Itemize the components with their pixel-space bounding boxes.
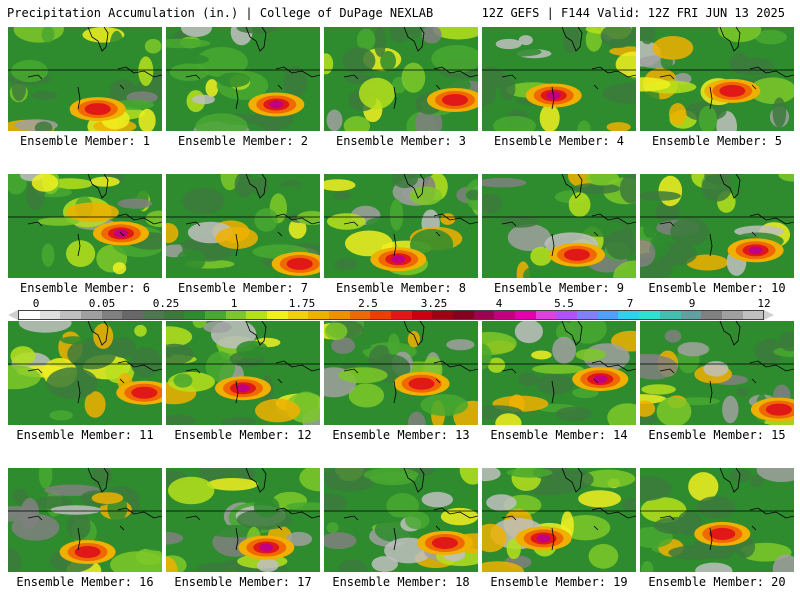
ensemble-member-label: Ensemble Member: 3 (335, 134, 467, 148)
colorbar-swatch (618, 311, 640, 319)
colorbar-swatch (101, 311, 123, 319)
colorbar-swatch (411, 311, 433, 319)
ensemble-member-label: Ensemble Member: 13 (332, 428, 470, 442)
colorbar-tick-label: 1 (230, 297, 238, 310)
colorbar-swatch (453, 311, 474, 319)
colorbar-swatch (19, 311, 40, 319)
colorbar-swatch (308, 311, 330, 319)
ensemble-member-label: Ensemble Member: 17 (174, 575, 312, 589)
colorbar-tick-label: 0.05 (88, 297, 116, 310)
ensemble-member-label: Ensemble Member: 2 (177, 134, 309, 148)
ensemble-map-panel (482, 321, 636, 425)
colorbar-swatch (205, 311, 226, 319)
colorbar-tick-label: 3.25 (420, 297, 448, 310)
colorbar-swatch (81, 311, 102, 319)
ensemble-map-panel (482, 468, 636, 572)
ensemble-map-panel (166, 27, 320, 131)
ensemble-member-label: Ensemble Member: 15 (648, 428, 786, 442)
colorbar-swatch (535, 311, 557, 319)
ensemble-member-label: Ensemble Member: 1 (19, 134, 151, 148)
ensemble-member-label: Ensemble Member: 16 (16, 575, 154, 589)
ensemble-member-label: Ensemble Member: 9 (493, 281, 625, 295)
colorbar-tick-label: 4 (495, 297, 503, 310)
colorbar-tick-label: 0 (32, 297, 40, 310)
colorbar-swatch (143, 311, 164, 319)
ensemble-map-panel (640, 321, 794, 425)
ensemble-member-label: Ensemble Member: 18 (332, 575, 470, 589)
colorbar-swatch (39, 311, 61, 319)
colorbar-swatch (246, 311, 268, 319)
colorbar-swatch (287, 311, 309, 319)
ensemble-member-label: Ensemble Member: 11 (16, 428, 154, 442)
colorbar-swatch (184, 311, 206, 319)
colorbar-swatch (659, 311, 681, 319)
colorbar-swatch (680, 311, 702, 319)
colorbar-tick-label: 0.25 (152, 297, 180, 310)
ensemble-map-panel (324, 174, 478, 278)
colorbar-swatch (225, 311, 247, 319)
colorbar-swatch (122, 311, 144, 319)
ensemble-member-label: Ensemble Member: 6 (19, 281, 151, 295)
ensemble-map-panel (8, 27, 162, 131)
ensemble-map-panel (640, 468, 794, 572)
colorbar-tick-label: 1.75 (288, 297, 316, 310)
colorbar-tick-label: 9 (688, 297, 696, 310)
ensemble-map-panel (8, 468, 162, 572)
ensemble-member-label: Ensemble Member: 4 (493, 134, 625, 148)
colorbar-swatch (515, 311, 536, 319)
colorbar-swatch (370, 311, 392, 319)
colorbar-swatch (349, 311, 371, 319)
ensemble-member-label: Ensemble Member: 7 (177, 281, 309, 295)
ensemble-member-label: Ensemble Member: 5 (651, 134, 783, 148)
colorbar-swatch (742, 311, 764, 319)
ensemble-map-panel (482, 27, 636, 131)
ensemble-map-panel (166, 321, 320, 425)
colorbar-swatch (597, 311, 619, 319)
ensemble-member-label: Ensemble Member: 20 (648, 575, 786, 589)
precip-colorbar: 0 0.05 0.25 1 1.75 2.5 3.25 4 5.5 7 9 12 (6, 297, 794, 320)
ensemble-map-panel (324, 27, 478, 131)
colorbar-swatch (267, 311, 288, 319)
ensemble-map-panel (324, 468, 478, 572)
ensemble-map-panel (640, 27, 794, 131)
ensemble-map-panel (482, 174, 636, 278)
ensemble-member-label: Ensemble Member: 19 (490, 575, 628, 589)
colorbar-swatch (163, 311, 185, 319)
colorbar-swatch (701, 311, 722, 319)
colorbar-left-arrow (8, 310, 18, 320)
ensemble-map-panel (8, 174, 162, 278)
map-title: Precipitation Accumulation (in.) | Colle… (7, 6, 434, 20)
ensemble-map-panel (640, 174, 794, 278)
colorbar-strip (18, 310, 764, 320)
ensemble-member-label: Ensemble Member: 12 (174, 428, 312, 442)
ensemble-map-panel (166, 468, 320, 572)
colorbar-swatch (577, 311, 598, 319)
ensemble-member-label: Ensemble Member: 8 (335, 281, 467, 295)
ensemble-map-panel (8, 321, 162, 425)
colorbar-swatch (556, 311, 578, 319)
colorbar-right-arrow (764, 310, 774, 320)
ensemble-member-label: Ensemble Member: 10 (648, 281, 786, 295)
run-info: 12Z GEFS | F144 Valid: 12Z FRI JUN 13 20… (481, 6, 785, 20)
colorbar-swatch (473, 311, 495, 319)
ensemble-map-panel (166, 174, 320, 278)
colorbar-swatch (494, 311, 516, 319)
colorbar-swatch (721, 311, 743, 319)
colorbar-tick-label: 12 (757, 297, 771, 310)
colorbar-tick-label: 7 (626, 297, 634, 310)
colorbar-tick-label: 5.5 (554, 297, 574, 310)
ensemble-map-panel (324, 321, 478, 425)
colorbar-tick-label: 2.5 (358, 297, 378, 310)
colorbar-swatch (639, 311, 660, 319)
colorbar-swatch (60, 311, 82, 319)
colorbar-swatch (329, 311, 350, 319)
colorbar-swatch (391, 311, 412, 319)
colorbar-swatch (432, 311, 454, 319)
ensemble-member-label: Ensemble Member: 14 (490, 428, 628, 442)
